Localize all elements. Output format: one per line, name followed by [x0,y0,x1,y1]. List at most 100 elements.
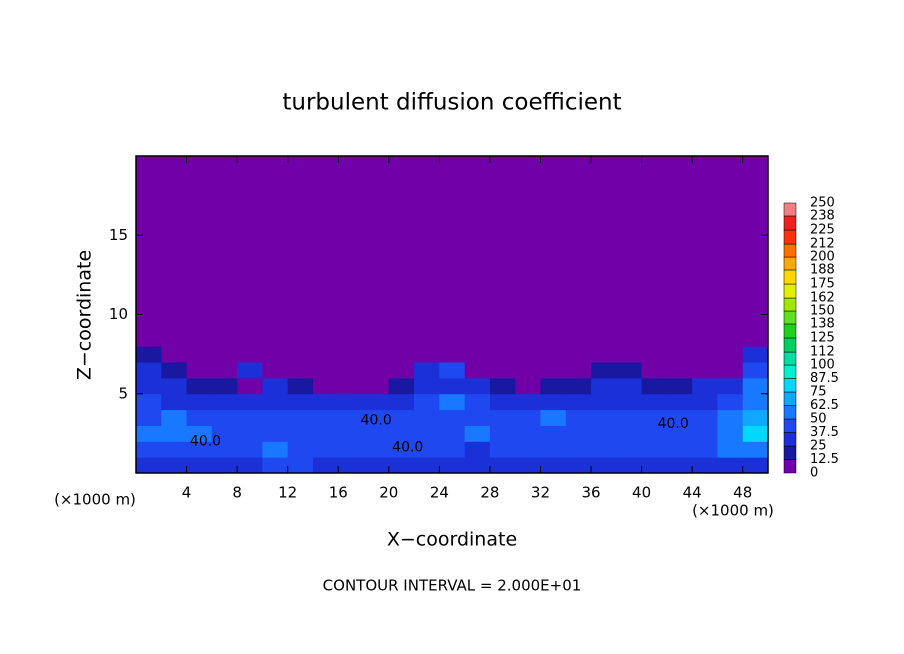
heat-cell [666,441,693,458]
heat-cell [312,362,339,379]
heat-cell [262,346,289,363]
heat-cell [742,377,769,395]
heat-cell [717,457,744,474]
contour-label: 40.0 [361,413,392,429]
heat-cell [540,425,567,442]
contour-label: 40.0 [658,416,689,432]
heat-cell [439,156,466,347]
heat-cell [136,362,162,379]
colorbar-label: 75 [810,385,827,400]
heat-cell [616,409,643,426]
colorbar-cell [783,202,797,217]
heat-cell [666,425,693,442]
heat-cell [287,156,314,347]
heat-cell [186,156,213,347]
colorbar-cell [783,418,797,433]
colorbar-label: 62.5 [810,398,839,413]
heat-cell [439,346,466,363]
heat-cell [489,362,516,379]
heat-cell [641,409,668,426]
heat-cell [363,425,390,442]
heat-cell [186,441,213,458]
heat-cell [136,425,162,442]
heat-cell [489,156,516,347]
heat-cell [338,393,365,411]
y-unit: (×1000 m) [54,491,136,509]
heat-cell [515,362,541,379]
heat-cell [237,393,263,411]
heat-cell [489,377,516,395]
heat-cell [312,441,339,458]
heat-cell [742,441,769,458]
y-axis-title: Z−coordinate [74,250,96,380]
heat-cell [262,409,289,426]
heat-cell [211,409,238,426]
heat-cell [717,362,744,379]
heat-cell [692,377,718,395]
heat-cell [388,346,415,363]
heat-cell [136,393,162,411]
heat-cell [211,441,238,458]
heat-cell [540,156,567,347]
heat-cell [262,441,289,458]
heat-cell [338,425,365,442]
heat-cell [287,393,314,411]
heat-cell [161,362,188,379]
heat-cell [161,346,188,363]
heat-cell [666,156,693,347]
heat-cell [742,393,769,411]
heat-cell [515,346,541,363]
heat-cell [388,377,415,395]
heat-cell [742,425,769,442]
heat-cell [565,377,592,395]
heat-cell [388,409,415,426]
heat-cell [211,393,238,411]
heat-cell [186,457,213,474]
heat-cell [565,457,592,474]
heat-cell [363,156,390,347]
heat-cell [439,393,466,411]
colorbar-cell [783,378,797,393]
colorbar-label: 250 [810,196,835,211]
heat-cell [515,377,541,395]
heat-cell [641,156,668,347]
heat-cell [186,346,213,363]
heat-cell [692,393,718,411]
heat-cell [641,457,668,474]
y-tick-label: 5 [118,384,128,402]
heat-cell [591,377,617,395]
colorbar-cell [783,323,797,339]
colorbar-label: 138 [810,316,835,331]
heat-cell [363,393,390,411]
heat-cell [591,156,617,347]
heat-cell [692,346,718,363]
colorbar-label: 0 [810,466,818,481]
heat-cell [666,393,693,411]
x-tick-label: 48 [733,484,752,502]
heat-cell [616,441,643,458]
y-tick-label: 10 [109,305,128,323]
heat-cell [287,377,314,395]
heat-cell [591,409,617,426]
heat-cell [692,425,718,442]
heat-cell [717,393,744,411]
heat-cell [464,441,491,458]
heat-cell [414,457,440,474]
heat-cell [565,441,592,458]
heat-cell [489,409,516,426]
colorbar-label: 162 [810,291,835,306]
heat-cell [237,156,263,347]
heat-cell [211,457,238,474]
heat-cell [414,362,440,379]
heat-cell [742,346,769,363]
heat-cell [186,393,213,411]
heat-cell [388,457,415,474]
heat-cell [136,377,162,395]
heat-cell [742,362,769,379]
colorbar-cell [783,432,797,447]
colorbar-cell [783,269,797,285]
heat-cell [641,441,668,458]
heat-cell [363,441,390,458]
heat-cell [641,362,668,379]
